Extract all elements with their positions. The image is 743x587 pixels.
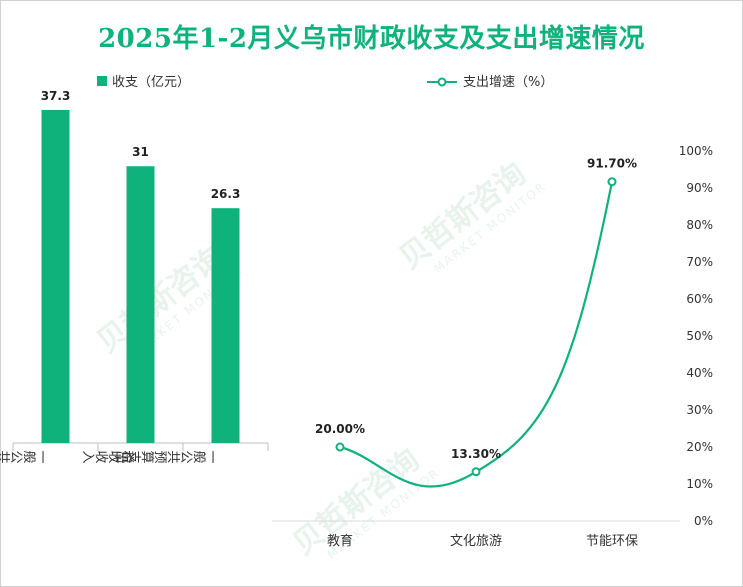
bar-legend-label: 收支（亿元）	[112, 75, 190, 90]
line-point	[607, 177, 617, 187]
line-category-label: 节能环保	[586, 534, 638, 549]
line-value-label: 20.00%	[315, 422, 365, 436]
y-tick-label: 10%	[686, 477, 713, 491]
y-tick-label: 50%	[686, 329, 713, 343]
y-tick-label: 30%	[686, 403, 713, 417]
y-tick-label: 70%	[686, 255, 713, 269]
line-point	[335, 442, 345, 452]
y-tick-label: 90%	[686, 181, 713, 195]
bar	[211, 208, 240, 443]
y-tick-label: 80%	[686, 218, 713, 232]
watermark: 贝哲斯咨询 MARKET MONITOR 贝哲斯咨询 MARKET MONITO…	[91, 156, 549, 562]
bar	[126, 166, 155, 444]
line-value-label: 13.30%	[451, 447, 501, 461]
bar-category-label: 一般公共预算支出	[115, 448, 219, 464]
series-line	[339, 181, 614, 488]
bar-value-label: 26.3	[211, 187, 241, 201]
bar-legend-swatch	[97, 76, 107, 86]
line-category-label: 文化旅游	[450, 534, 502, 549]
y-tick-label: 40%	[686, 366, 713, 380]
line-chart: 0% 10% 20% 30% 40% 50% 60% 70% 80% 90% 100% 教育 文化旅游 节…	[272, 144, 713, 549]
bar-value-label: 37.3	[41, 89, 71, 103]
bar-category-label: 一般公共预算收入	[0, 448, 50, 464]
bar-chart: 37.3 一般公共预算收入 31 税收收入 26.3 一般公共预算支出	[0, 89, 269, 464]
y-tick-label: 0%	[694, 514, 713, 528]
line-value-label: 91.70%	[587, 157, 637, 171]
y-tick-label: 60%	[686, 292, 713, 306]
line-legend-marker	[437, 77, 447, 87]
line-category-label: 教育	[327, 533, 353, 549]
y-tick-label: 100%	[679, 144, 713, 158]
line-legend-label: 支出增速（%）	[463, 75, 553, 90]
y-tick-label: 20%	[686, 440, 713, 454]
line-point	[471, 467, 481, 477]
bar	[41, 110, 70, 443]
bar-value-label: 31	[132, 145, 149, 159]
chart-title: 2025年1-2月义乌市财政收支及支出增速情况	[98, 24, 645, 54]
bar-category-label: 税收收入	[82, 448, 134, 464]
